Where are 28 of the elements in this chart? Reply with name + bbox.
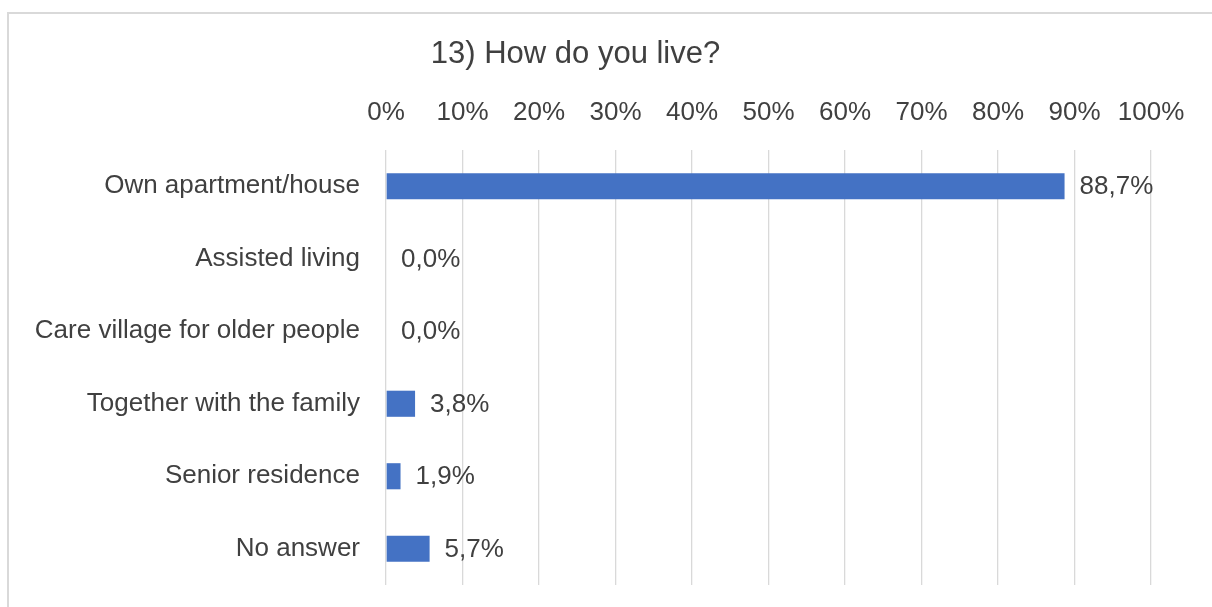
x-tick-label: 50%	[742, 95, 795, 126]
x-tick-label: 70%	[895, 95, 948, 126]
bar	[386, 390, 416, 417]
data-label: 88,7%	[1079, 170, 1154, 201]
y-tick-label: Together with the family	[86, 386, 360, 417]
x-tick-label: 60%	[818, 95, 872, 126]
y-tick-label: Care village for older people	[34, 314, 360, 345]
data-label: 1,9%	[415, 460, 475, 491]
bar	[386, 463, 401, 490]
x-tick-label: 80%	[971, 95, 1025, 126]
y-tick-label: Senior residence	[164, 459, 360, 490]
bar	[386, 173, 1065, 200]
x-tick-label: 0%	[367, 95, 405, 126]
y-tick-label: Own apartment/house	[104, 169, 360, 200]
x-tick-label: 100%	[1117, 95, 1185, 126]
chart-title: 13) How do you live?	[430, 35, 721, 71]
x-tick-label: 90%	[1048, 95, 1101, 126]
data-label: 0,0%	[401, 242, 461, 273]
data-label: 5,7%	[444, 532, 504, 563]
x-tick-label: 30%	[589, 95, 642, 126]
y-tick-label: Assisted living	[195, 241, 360, 272]
x-tick-label: 20%	[512, 95, 566, 126]
data-label: 0,0%	[401, 315, 461, 346]
bar	[386, 535, 430, 562]
x-tick-label: 10%	[436, 95, 489, 126]
y-tick-label: No answer	[235, 531, 361, 562]
data-label: 3,8%	[430, 387, 490, 418]
x-tick-label: 40%	[665, 95, 719, 126]
